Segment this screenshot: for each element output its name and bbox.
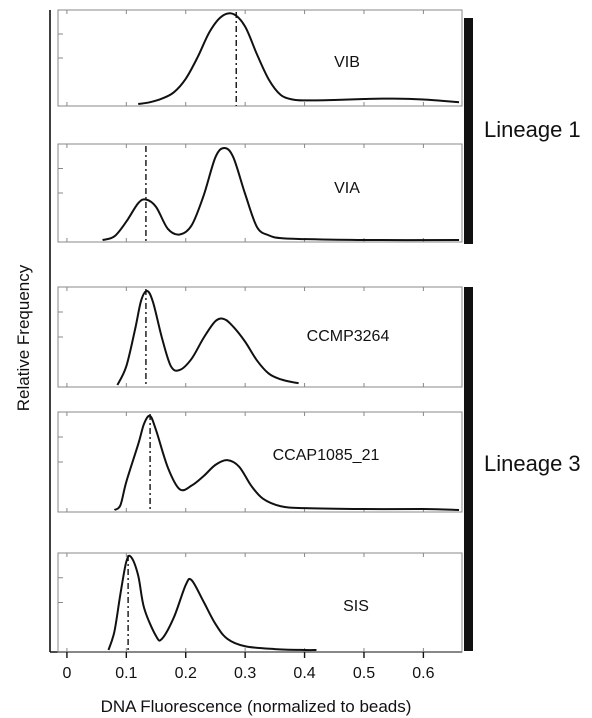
- x-tick-label: 0.1: [115, 665, 137, 682]
- lineage-1-bar: [464, 18, 473, 244]
- panel-sis: SIS: [57, 552, 463, 653]
- panel-label: CCMP3264: [307, 328, 390, 345]
- lineage-3-label: Lineage 3: [484, 451, 581, 476]
- histogram-line-sis: [107, 554, 317, 652]
- histogram-line-ccmp3264: [116, 290, 299, 386]
- panel-ccap1085_21: CCAP1085_21: [57, 411, 463, 513]
- panel-frame: [57, 143, 463, 243]
- histogram-line-via: [102, 147, 460, 242]
- panel-label: VIA: [334, 180, 360, 197]
- x-tick-label: 0.6: [412, 665, 434, 682]
- histogram-line-vib: [138, 12, 460, 105]
- panel-ccmp3264: CCMP3264: [57, 286, 463, 388]
- panel-label: CCAP1085_21: [273, 447, 380, 464]
- panel-label: SIS: [343, 598, 369, 615]
- x-axis-ticks: 0 0.1 0.2 0.3 0.4 0.5 0.6: [62, 652, 435, 682]
- x-tick-label: 0.5: [353, 665, 375, 682]
- x-tick-label: 0: [62, 665, 71, 682]
- panel-via: VIA: [57, 143, 463, 243]
- panels: VIB VIA CCMP3264 CCAP1085_21 SIS: [57, 9, 463, 653]
- y-axis-label: Relative Frequency: [14, 264, 33, 411]
- lineage-3-bar: [464, 287, 473, 651]
- panel-label: VIB: [334, 54, 360, 71]
- x-tick-label: 0.2: [175, 665, 197, 682]
- x-tick-label: 0.4: [293, 665, 315, 682]
- histogram-line-ccap1085_21: [113, 414, 460, 511]
- panel-vib: VIB: [57, 9, 463, 107]
- x-axis-label: DNA Fluorescence (normalized to beads): [101, 697, 412, 716]
- panel-frame: [57, 286, 463, 388]
- panel-frame: [57, 9, 463, 107]
- x-tick-label: 0.3: [234, 665, 256, 682]
- lineage-1-label: Lineage 1: [484, 117, 581, 142]
